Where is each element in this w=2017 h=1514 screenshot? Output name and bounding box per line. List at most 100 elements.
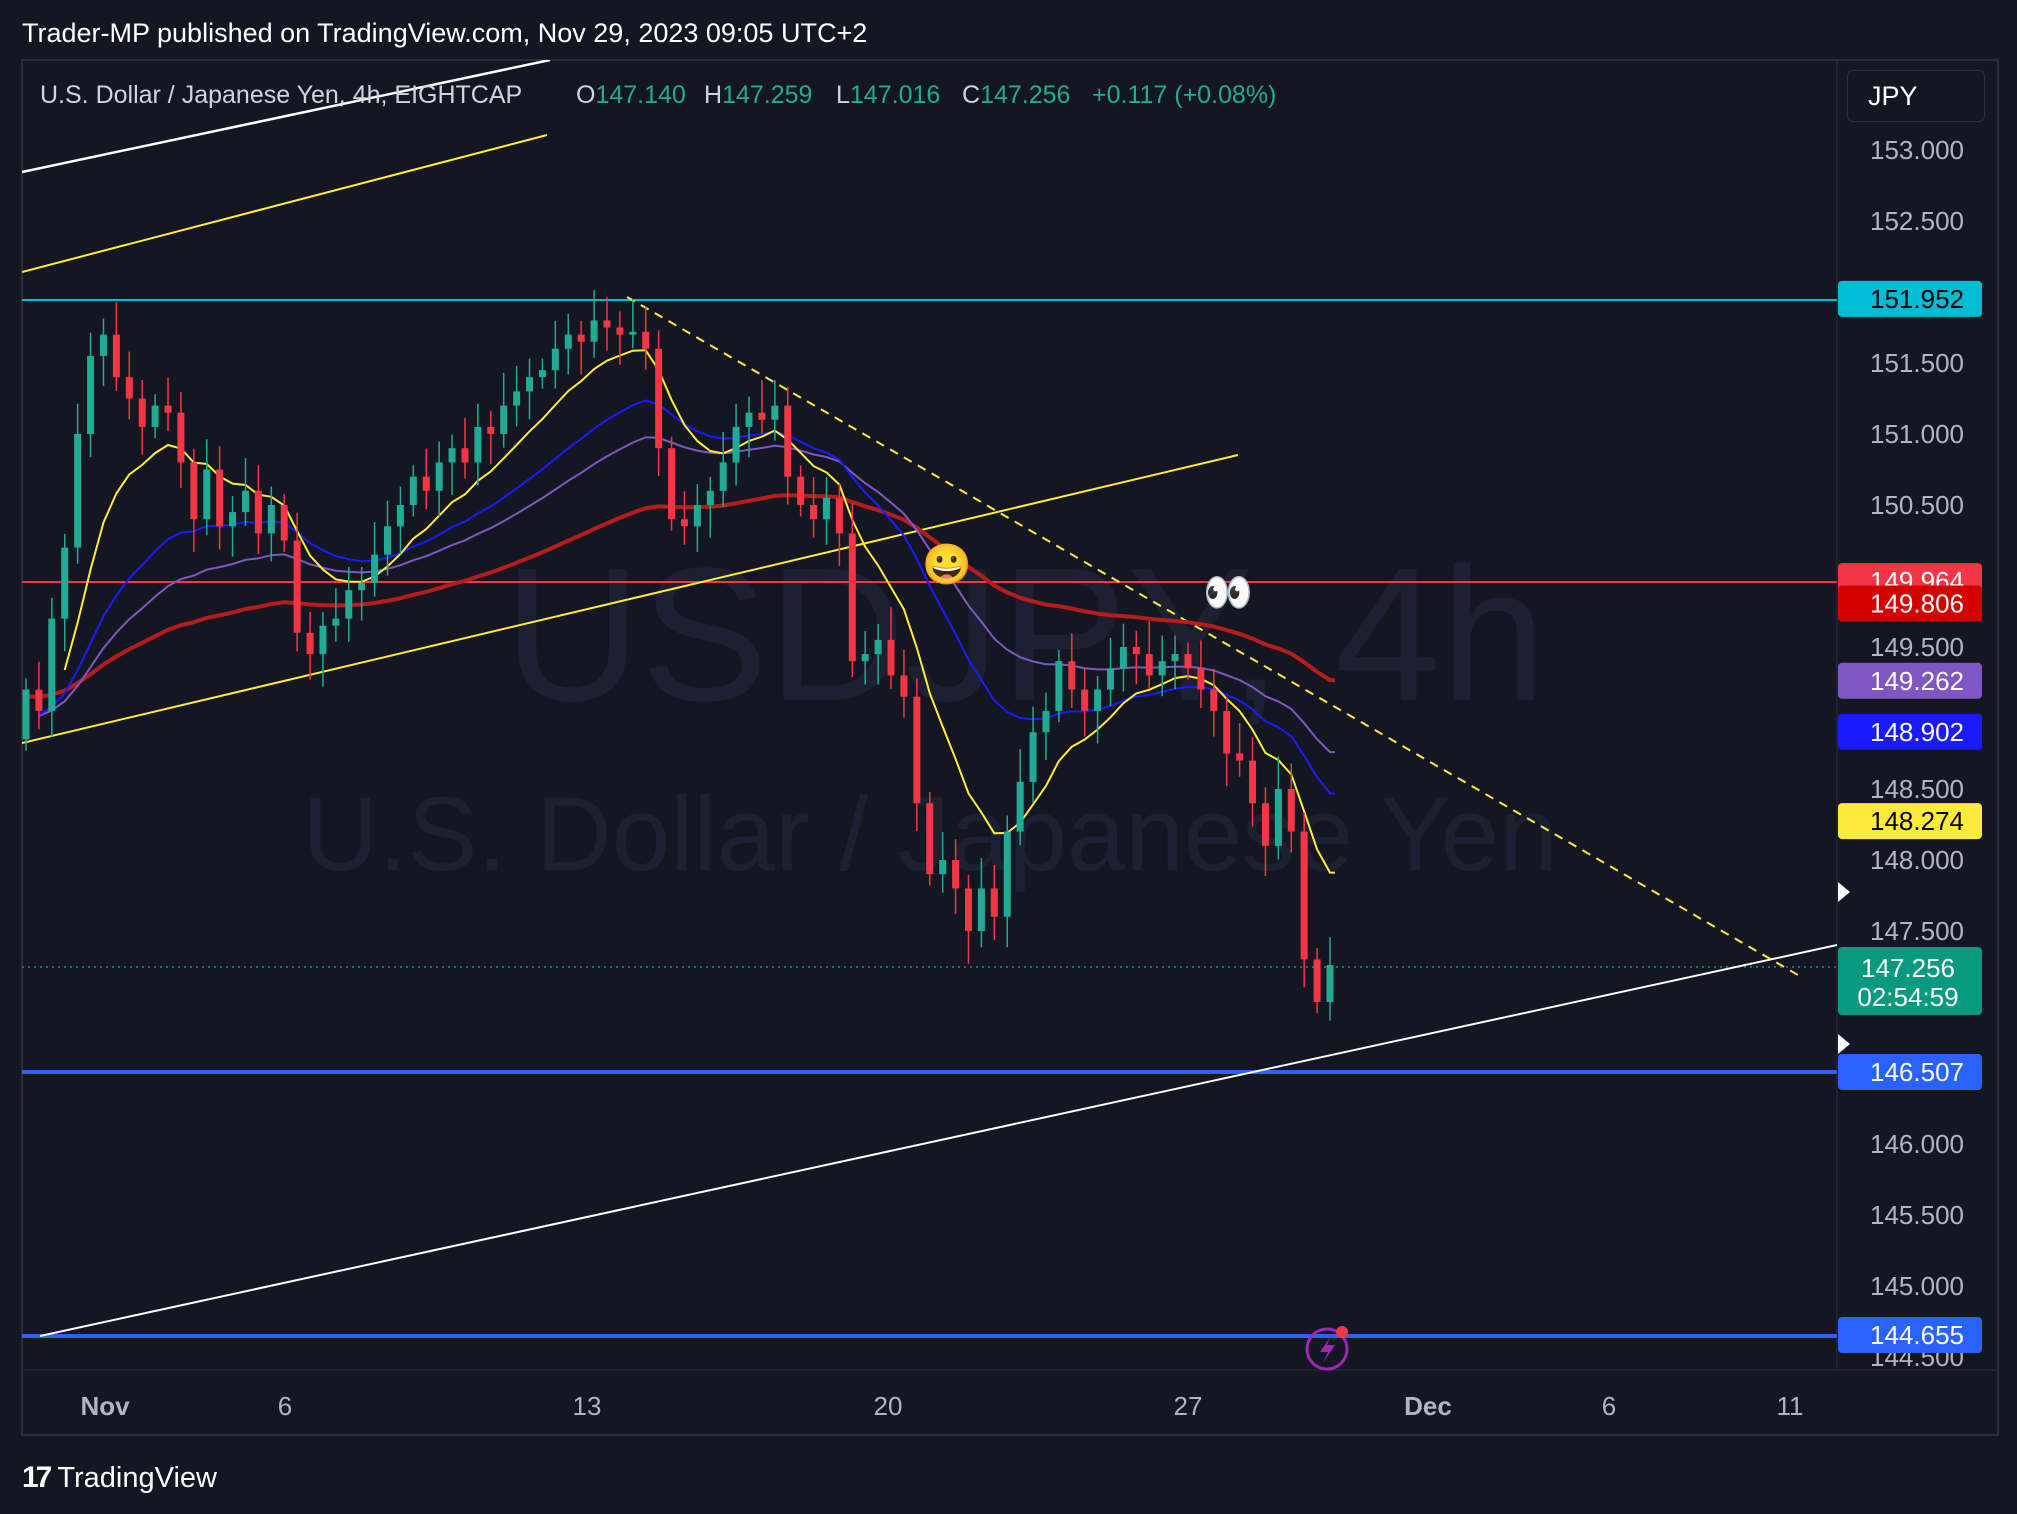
candle-body xyxy=(797,476,805,505)
candle-body xyxy=(526,377,534,392)
svg-text:C147.256: C147.256 xyxy=(962,81,1070,109)
candle-body xyxy=(409,476,417,505)
candle-body xyxy=(990,888,998,917)
candle-body xyxy=(138,398,146,427)
candle-body xyxy=(1197,668,1205,690)
last-price-label: 147.256 02:54:59 xyxy=(1838,947,1982,1015)
watermark-symbol: USDJPY, 4h xyxy=(504,529,1546,741)
candle-body xyxy=(603,320,611,328)
ema-yellow-line[interactable] xyxy=(63,349,1335,874)
yellow-channel-top[interactable] xyxy=(22,134,548,273)
candle-body xyxy=(564,334,572,349)
time-scale[interactable]: Nov 6 13 20 27 Dec 6 11 xyxy=(80,1391,1803,1421)
candle-body xyxy=(1158,661,1166,676)
white-channel-top[interactable] xyxy=(22,60,551,174)
candle-body xyxy=(887,639,895,676)
candle-body xyxy=(241,490,249,513)
candle-body xyxy=(538,370,546,378)
x-tick-label: 11 xyxy=(1777,1391,1804,1421)
publisher-header: Trader-MP published on TradingView.com, … xyxy=(22,18,868,48)
legend-o-value: 147.140 xyxy=(595,81,685,109)
x-tick-label: 6 xyxy=(1602,1391,1616,1421)
emoji-eyes[interactable]: 👀 xyxy=(1203,571,1253,615)
y-tick-label: 147.500 xyxy=(1870,916,1964,946)
candle-body xyxy=(254,490,262,534)
candle-body xyxy=(112,334,120,378)
price-scale[interactable]: 153.000 152.500 151.500 151.000 150.500 149.5… xyxy=(1870,135,1964,1372)
svg-text:144.655: 144.655 xyxy=(1870,1320,1964,1350)
candle-body xyxy=(577,334,585,342)
candle-body xyxy=(1274,789,1282,846)
candle-body xyxy=(1016,781,1024,832)
candle-body xyxy=(913,696,921,804)
x-tick-label: 27 xyxy=(1174,1391,1203,1421)
svg-text:151.952: 151.952 xyxy=(1870,284,1964,314)
candle-body xyxy=(629,331,637,335)
candle-body xyxy=(642,331,650,349)
candle-series[interactable] xyxy=(22,290,1334,1021)
candle-body xyxy=(1261,803,1269,846)
white-trendline-support[interactable] xyxy=(39,944,1837,1337)
symbol-legend: U.S. Dollar / Japanese Yen, 4h, EIGHTCAP… xyxy=(40,81,1276,109)
candle-body xyxy=(487,426,495,434)
candle-body xyxy=(358,583,366,591)
candle-body xyxy=(616,327,624,335)
candle-body xyxy=(371,554,379,584)
yellow-channel-bottom[interactable] xyxy=(22,454,1239,744)
x-tick-label: 6 xyxy=(278,1391,292,1421)
candle-body xyxy=(1081,689,1089,711)
candle-body xyxy=(668,448,676,520)
y-tick-label: 145.000 xyxy=(1870,1271,1964,1301)
x-tick-label: Dec xyxy=(1404,1391,1452,1421)
y-tick-label: 148.000 xyxy=(1870,845,1964,875)
candle-body xyxy=(745,412,753,427)
candle-body xyxy=(1055,661,1063,711)
candle-body xyxy=(164,405,172,413)
candle-body xyxy=(190,462,198,520)
scale-arrow-icon[interactable] xyxy=(1838,882,1850,902)
svg-text:149.806: 149.806 xyxy=(1870,589,1964,619)
candle-body xyxy=(435,462,443,491)
candle-body xyxy=(87,355,95,434)
candle-body xyxy=(461,448,469,463)
candle-body xyxy=(474,426,482,463)
candle-body xyxy=(500,405,508,434)
legend-l-label: L xyxy=(836,81,850,109)
candle-body xyxy=(229,512,237,527)
candle-body xyxy=(345,590,353,619)
svg-text:146.507: 146.507 xyxy=(1870,1057,1964,1087)
price-label-blue-level-2: 144.655 xyxy=(1838,1316,1982,1353)
yellow-dashed-downtrend[interactable] xyxy=(626,296,1799,976)
candle-body xyxy=(1223,710,1231,754)
svg-text:148.902: 148.902 xyxy=(1870,717,1964,747)
legend-l-value: 147.016 xyxy=(850,81,940,109)
last-price-value: 147.256 xyxy=(1861,953,1955,983)
candle-body xyxy=(125,377,133,399)
candle-body xyxy=(848,533,856,662)
currency-button[interactable]: JPY xyxy=(1847,70,1985,122)
candle-body xyxy=(74,434,82,548)
scale-arrow-icon[interactable] xyxy=(1838,1034,1850,1054)
tradingview-brand: TradingView xyxy=(57,1461,217,1494)
candle-body xyxy=(655,348,663,449)
candle-body xyxy=(1132,647,1140,655)
legend-h-label: H xyxy=(704,81,722,109)
candle-body xyxy=(719,462,727,491)
candle-body xyxy=(964,888,972,931)
candle-body xyxy=(293,540,301,633)
emoji-grin[interactable]: 😀 xyxy=(922,543,972,587)
candle-body xyxy=(810,505,818,520)
legend-h-value: 147.259 xyxy=(722,81,812,109)
candle-body xyxy=(319,625,327,655)
price-label-ema-blue: 148.902 xyxy=(1838,713,1982,750)
price-label-ema-purple: 149.262 xyxy=(1838,662,1982,699)
legend-symbol-desc[interactable]: U.S. Dollar / Japanese Yen, 4h, EIGHTCAP xyxy=(40,81,522,109)
candle-body xyxy=(422,476,430,491)
tradingview-logo[interactable]: 17 TradingView xyxy=(22,1458,217,1498)
candle-body xyxy=(758,412,766,420)
candle-body xyxy=(306,632,314,655)
candle-body xyxy=(1119,647,1127,669)
candle-body xyxy=(835,497,843,534)
lightning-alert-icon[interactable] xyxy=(1305,1326,1349,1371)
